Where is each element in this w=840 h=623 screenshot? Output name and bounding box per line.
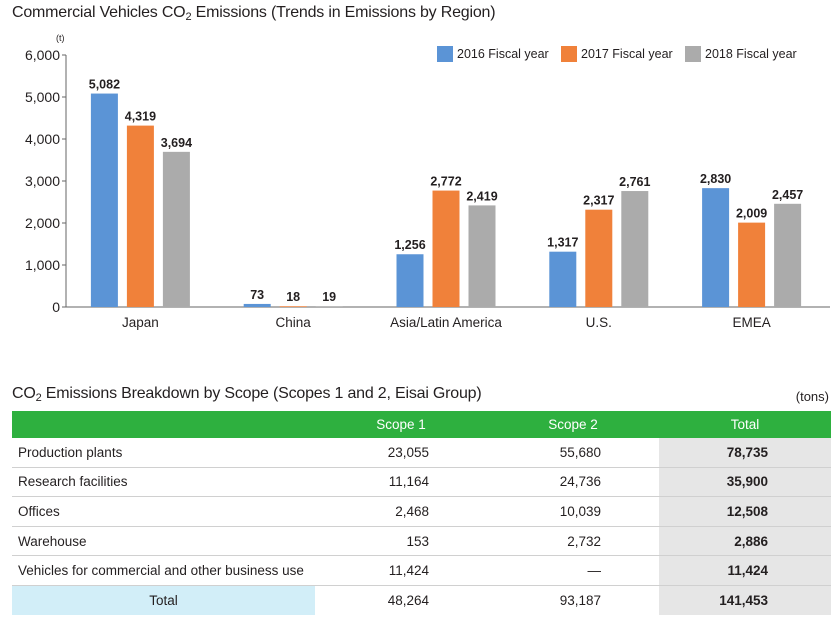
- bar: [90, 93, 118, 307]
- y-tick-label: 2,000: [25, 215, 60, 231]
- bar-value-label: 5,082: [89, 78, 120, 92]
- bar: [702, 188, 730, 307]
- scope1-cell: 2,468: [315, 496, 487, 527]
- bar: [468, 205, 496, 307]
- x-tick-label: U.S.: [586, 315, 612, 330]
- bar: [621, 191, 649, 307]
- bar: [774, 203, 802, 307]
- bar-value-label: 2,761: [619, 175, 650, 189]
- bar-value-label: 2,772: [430, 175, 461, 189]
- table-total-row: Total 48,264 93,187 141,453: [12, 585, 831, 615]
- scope2-total-cell: 93,187: [559, 592, 601, 608]
- y-tick-label: 6,000: [25, 47, 60, 63]
- scope2-cell: 55,680: [487, 438, 659, 468]
- row-label: Research facilities: [12, 467, 315, 498]
- bar: [315, 306, 343, 307]
- scope1-cell: 153: [315, 526, 487, 557]
- bar-value-label: 1,317: [547, 236, 578, 250]
- y-tick-label: 5,000: [25, 89, 60, 105]
- table-title: CO2 Emissions Breakdown by Scope (Scopes…: [12, 385, 482, 404]
- bar-value-label: 1,256: [394, 238, 425, 252]
- bar-value-label: 2,317: [583, 194, 614, 208]
- scope-table: Scope 1 Scope 2 Total Production plants …: [12, 411, 831, 615]
- scope2-cell: —: [487, 555, 659, 586]
- table-header-row: Scope 1 Scope 2 Total: [12, 411, 831, 438]
- table-row: Research facilities 11,164 24,736 35,900: [12, 467, 831, 498]
- bar: [549, 251, 577, 307]
- x-tick-label: EMEA: [732, 315, 770, 330]
- legend-2018: 2018 Fiscal year: [685, 46, 797, 62]
- total-cell: 12,508: [659, 496, 831, 527]
- table-row: Vehicles for commercial and other busine…: [12, 555, 831, 586]
- x-tick-label: Japan: [122, 315, 159, 330]
- scope2-cell: 10,039: [487, 496, 659, 527]
- bar-value-label: 2,457: [772, 188, 803, 202]
- scope1-cell: 23,055: [315, 438, 487, 468]
- legend-label-2017: 2017 Fiscal year: [581, 47, 673, 61]
- bar-value-label: 19: [322, 290, 336, 304]
- x-tick-label: China: [276, 315, 312, 330]
- grand-total-cell: 141,453: [659, 585, 831, 615]
- header-total: Total: [659, 411, 831, 438]
- legend-swatch-2017: [561, 46, 577, 62]
- bar-value-label: 18: [286, 290, 300, 304]
- table-units: (tons): [795, 389, 829, 404]
- total-cell: 78,735: [659, 438, 831, 468]
- table-row: Warehouse 153 2,732 2,886: [12, 526, 831, 557]
- y-tick-label: 3,000: [25, 173, 60, 189]
- bar: [162, 151, 190, 307]
- total-cell: 11,424: [659, 555, 831, 586]
- scope1-cell: 11,164: [315, 467, 487, 498]
- scope2-cell: 2,732: [487, 526, 659, 557]
- bar-value-label: 73: [250, 288, 264, 302]
- scope1-total-cell: 48,264: [387, 592, 429, 608]
- scope2-cell: 24,736: [487, 467, 659, 498]
- total-cell: 35,900: [659, 467, 831, 498]
- header-scope2: Scope 2: [487, 411, 659, 438]
- row-label: Production plants: [12, 438, 315, 468]
- legend-2016: 2016 Fiscal year: [437, 46, 549, 62]
- bar-value-label: 3,694: [161, 136, 192, 150]
- row-label: Vehicles for commercial and other busine…: [12, 555, 315, 586]
- legend-label-2018: 2018 Fiscal year: [705, 47, 797, 61]
- bar: [738, 222, 766, 307]
- bar: [243, 303, 271, 307]
- table-row: Offices 2,468 10,039 12,508: [12, 496, 831, 527]
- y-tick-label: 1,000: [25, 257, 60, 273]
- bar-value-label: 2,419: [466, 189, 497, 203]
- chart-title: Commercial Vehicles CO2 Emissions (Trend…: [12, 4, 496, 23]
- row-label: Offices: [12, 496, 315, 527]
- bar: [432, 190, 460, 307]
- total-cell: 2,886: [659, 526, 831, 557]
- y-tick-label: 4,000: [25, 131, 60, 147]
- bar-value-label: 2,009: [736, 207, 767, 221]
- legend-swatch-2016: [437, 46, 453, 62]
- bar-value-label: 4,319: [125, 110, 156, 124]
- bar-chart: (t) 0 1,000 2,000 3,000 4,000 5,000 6,000 5,082 4…: [25, 33, 830, 330]
- bar-value-label: 2,830: [700, 172, 731, 186]
- scope1-cell: 11,424: [315, 555, 487, 586]
- bar: [396, 254, 424, 307]
- y-unit-label: (t): [56, 33, 65, 43]
- bar: [585, 209, 613, 307]
- legend-label-2016: 2016 Fiscal year: [457, 47, 549, 61]
- x-tick-label: Asia/Latin America: [390, 315, 502, 330]
- total-row-label: Total: [12, 585, 315, 615]
- row-label: Warehouse: [12, 526, 315, 557]
- header-scope1: Scope 1: [315, 411, 487, 438]
- legend-2017: 2017 Fiscal year: [561, 46, 673, 62]
- bar: [126, 125, 154, 308]
- y-tick-label: 0: [52, 299, 60, 315]
- bar: [279, 306, 307, 307]
- header-blank: [12, 411, 315, 438]
- table-row: Production plants 23,055 55,680 78,735: [12, 438, 831, 468]
- legend-swatch-2018: [685, 46, 701, 62]
